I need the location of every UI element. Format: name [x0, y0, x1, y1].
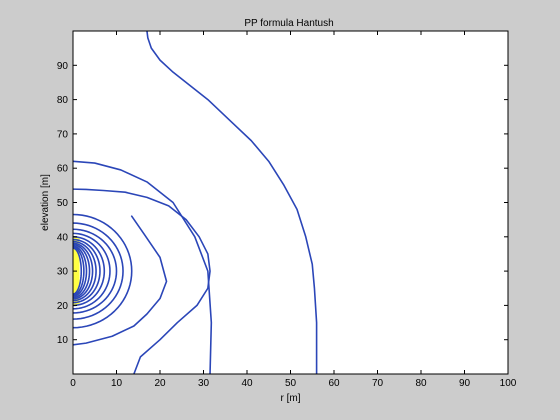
x-tick-label-50: 50 [285, 378, 297, 389]
tick-layer: 0 10 20 30 40 50 60 70 80 90 100 10 20 30 40 50 60 70 80 90 [57, 31, 517, 389]
x-tick-label-0: 0 [70, 378, 76, 389]
contour-line-8 [73, 232, 111, 310]
y-tick-label-80: 80 [57, 95, 69, 106]
x-tick-label-70: 70 [372, 378, 384, 389]
chart-title: PP formula Hantush [244, 18, 333, 29]
y-tick-label-60: 60 [57, 164, 69, 175]
y-tick-label-70: 70 [57, 129, 69, 140]
contour-line-13 [73, 243, 91, 299]
x-tick-label-30: 30 [198, 378, 210, 389]
y-tick-label-50: 50 [57, 198, 69, 209]
x-tick-label-90: 90 [459, 378, 471, 389]
x-tick-label-10: 10 [111, 378, 123, 389]
contour-line-3 [73, 160, 213, 374]
x-axis-label: r [m] [281, 393, 301, 404]
contour-layer [73, 31, 318, 374]
contour-line-15 [73, 246, 85, 296]
contour-line-6 [73, 222, 124, 320]
contour-line-5 [73, 213, 133, 329]
contour-line-11 [73, 240, 97, 302]
contour-line-2 [73, 188, 211, 374]
x-tick-label-20: 20 [154, 378, 166, 389]
contour-line-12 [73, 242, 94, 300]
contour-line-16 [73, 247, 83, 295]
x-tick-label-40: 40 [241, 378, 253, 389]
contour-line-1 [73, 215, 168, 346]
y-axis-label: elevation [m] [40, 174, 51, 231]
x-tick-label-100: 100 [500, 378, 517, 389]
y-tick-label-30: 30 [57, 267, 69, 278]
contour-line-14 [73, 245, 88, 297]
contour-line-10 [73, 238, 101, 304]
y-tick-label-40: 40 [57, 232, 69, 243]
x-tick-label-80: 80 [415, 378, 427, 389]
x-tick-label-60: 60 [328, 378, 340, 389]
contour-line-4 [146, 31, 318, 374]
y-tick-label-20: 20 [57, 301, 69, 312]
contour-line-9 [73, 236, 106, 307]
y-tick-label-90: 90 [57, 61, 69, 72]
contour-line-7 [73, 228, 118, 314]
y-tick-label-10: 10 [57, 335, 69, 346]
plot-area [73, 31, 508, 374]
